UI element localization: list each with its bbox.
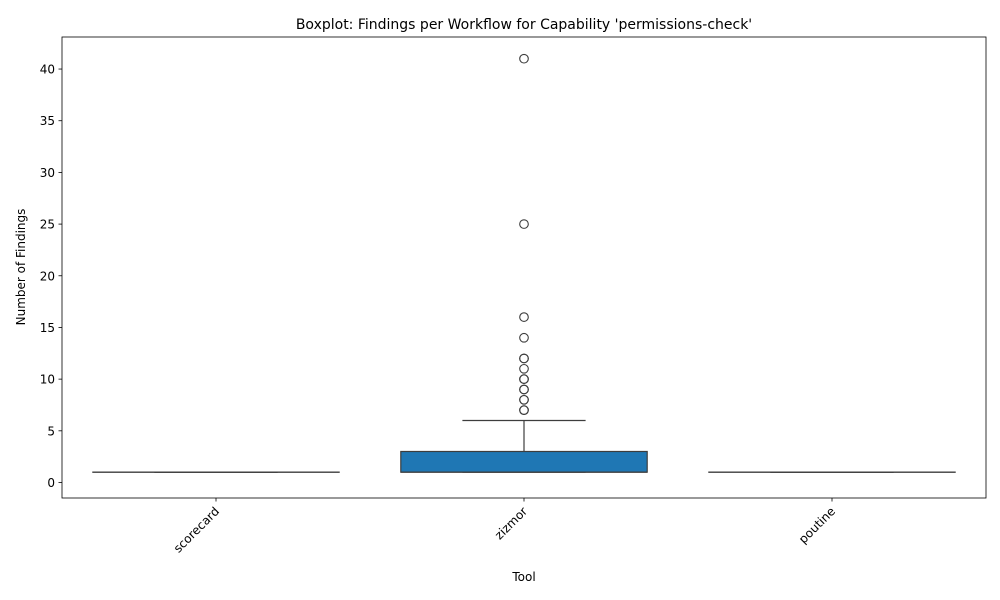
y-axis-label: Number of Findings — [14, 209, 28, 326]
x-tick-label: scorecard — [171, 504, 222, 555]
outlier-point — [519, 405, 529, 415]
y-tick-label: 20 — [40, 269, 55, 283]
y-tick-label: 10 — [40, 373, 55, 387]
y-tick-label: 30 — [40, 166, 55, 180]
y-tick-label: 5 — [47, 424, 55, 438]
plot-area-frame — [61, 36, 987, 499]
outlier-point — [519, 384, 529, 395]
x-axis: scorecard zizmor poutine — [171, 498, 838, 556]
y-axis: 0 5 10 15 20 25 30 35 40 — [40, 63, 62, 490]
x-tick-label: zizmor — [492, 504, 530, 542]
box-series — [92, 53, 956, 473]
iqr-box — [400, 450, 648, 473]
outlier-point — [519, 394, 529, 405]
outlier-point — [519, 332, 529, 343]
outlier-point — [519, 312, 529, 322]
y-tick-label: 15 — [40, 321, 55, 335]
y-tick-label: 25 — [40, 218, 55, 232]
y-tick-label: 0 — [47, 476, 55, 490]
outlier-point — [519, 53, 529, 64]
outlier-point — [519, 363, 529, 374]
box-zizmor — [400, 53, 648, 473]
x-tick-label: poutine — [796, 504, 838, 546]
outlier-point — [519, 219, 529, 229]
y-tick-label: 40 — [40, 63, 55, 77]
x-axis-label: Tool — [511, 570, 535, 584]
chart-title: Boxplot: Findings per Workflow for Capab… — [296, 17, 752, 33]
outlier-point — [519, 374, 529, 384]
outlier-point — [519, 353, 529, 364]
y-tick-label: 35 — [40, 114, 55, 128]
